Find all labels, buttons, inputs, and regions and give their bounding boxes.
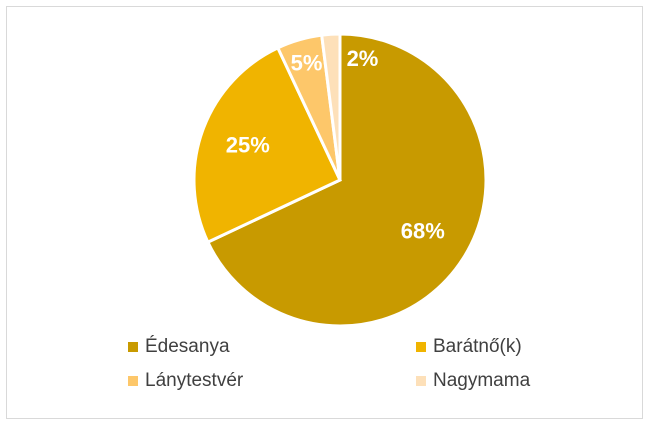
legend-swatch xyxy=(416,342,426,352)
legend-label: Barátnő(k) xyxy=(433,336,522,357)
data-label: 2% xyxy=(347,46,379,71)
legend-label: Lánytestvér xyxy=(145,370,244,391)
legend-swatch xyxy=(128,376,138,386)
legend-swatch xyxy=(416,376,426,386)
legend-label: Édesanya xyxy=(145,336,230,357)
data-label: 68% xyxy=(401,218,445,243)
legend-label: Nagymama xyxy=(433,370,531,391)
pie-slice xyxy=(320,32,342,181)
legend-swatch xyxy=(128,342,138,352)
pie-slice xyxy=(205,32,488,328)
data-label: 25% xyxy=(226,133,270,158)
pie-slice xyxy=(192,45,342,245)
data-label: 5% xyxy=(291,51,323,76)
